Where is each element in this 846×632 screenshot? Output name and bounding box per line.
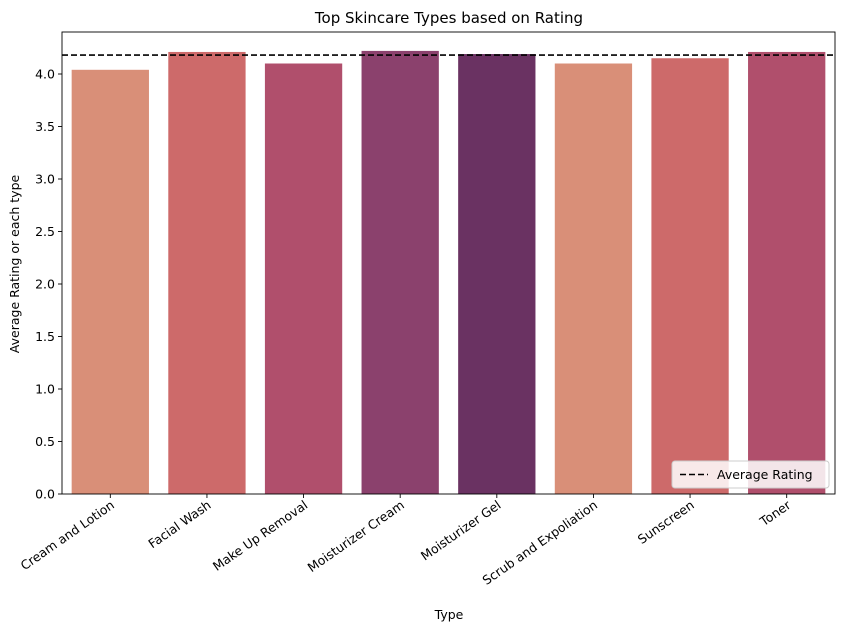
bar [264, 63, 343, 494]
x-tick-label: Facial Wash [145, 497, 213, 551]
plot-frame [61, 31, 836, 495]
y-tick-label: 3.5 [35, 119, 55, 134]
legend-box [671, 460, 830, 489]
x-tick-label: Moisturizer Gel [418, 497, 504, 563]
bar [748, 51, 826, 494]
x-tick-label: Make Up Removal [210, 497, 310, 574]
x-tick-label: Moisturizer Cream [305, 497, 407, 575]
bar [458, 54, 536, 495]
y-axis-title: Average Rating or each type [7, 175, 22, 354]
legend-label: Average Rating [717, 467, 813, 482]
x-tick-label: Cream and Lotion [18, 497, 117, 573]
bar [554, 63, 633, 494]
y-tick-label: 2.0 [35, 277, 55, 292]
y-tick-label: 0.0 [35, 487, 55, 502]
y-tick-label: 1.5 [35, 329, 55, 344]
x-axis-title: Type [434, 607, 464, 622]
y-tick-label: 0.5 [35, 434, 55, 449]
chart-title: Top Skincare Types based on Rating [314, 9, 583, 27]
bar [168, 51, 246, 494]
bar [361, 50, 439, 495]
y-tick-label: 3.0 [35, 172, 55, 187]
x-tick-label: Toner [756, 497, 794, 530]
plot-area: 0.0 0.5 1.0 1.5 2.0 2.5 3.0 3.5 4.0 Cream and Lot… [18, 31, 836, 588]
x-tick-label: Sunscreen [635, 497, 697, 547]
bar [71, 69, 149, 495]
y-tick-label: 4.0 [35, 67, 55, 82]
bar [651, 58, 729, 494]
y-tick-label: 1.0 [35, 382, 55, 397]
y-tick-label: 2.5 [35, 224, 55, 239]
